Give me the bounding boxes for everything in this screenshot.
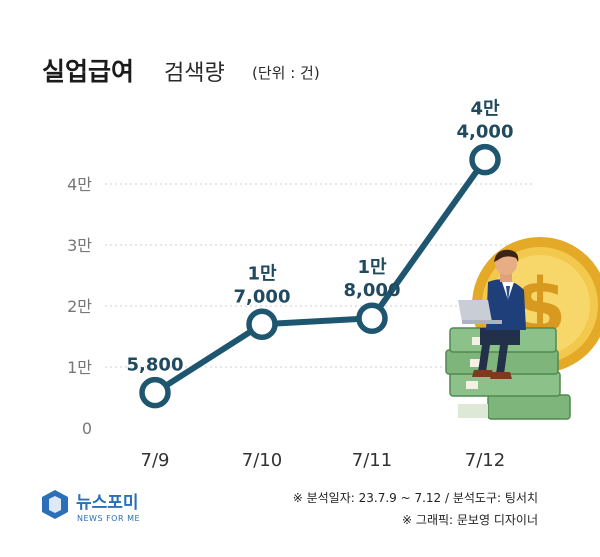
x-tick-label: 7/12	[465, 450, 505, 471]
data-label: 7,000	[234, 286, 291, 307]
y-tick-label: 1만	[67, 358, 92, 377]
x-axis-ticks: 7/9 7/10 7/11 7/12	[141, 450, 506, 471]
title-rest: 검색량	[164, 61, 225, 86]
chart-title: 실업급여 검색량 (단위 : 건)	[42, 57, 320, 86]
data-points	[139, 143, 501, 409]
money-stack-icon	[445, 327, 571, 420]
data-point	[246, 308, 278, 341]
data-label: 4,000	[457, 122, 514, 143]
logo: 뉴스포미 NEWS FOR ME	[42, 490, 140, 523]
footnote-analysis: ※ 분석일자: 23.7.9 ~ 7.12 / 분석도구: 팅서치	[293, 491, 538, 505]
businessman-money-illustration: $	[445, 237, 600, 420]
data-label: 1만	[247, 263, 277, 284]
data-point	[139, 376, 171, 409]
y-tick-label: 2만	[67, 297, 92, 316]
data-point	[469, 143, 501, 176]
footnote-graphic: ※ 그래픽: 문보영 디자이너	[402, 513, 538, 527]
title-bold: 실업급여	[42, 57, 134, 86]
y-tick-label: 3만	[67, 236, 92, 255]
x-tick-label: 7/10	[242, 450, 282, 471]
data-label: 5,800	[127, 355, 184, 376]
logo-subtext: NEWS FOR ME	[77, 514, 140, 523]
y-axis-ticks: 0 1만 2만 3만 4만	[67, 175, 92, 438]
data-label: 4만	[470, 99, 500, 120]
businessman-icon	[458, 249, 526, 379]
data-label: 8,000	[344, 280, 401, 301]
logo-text: 뉴스포미	[76, 493, 139, 513]
gridlines	[105, 183, 535, 368]
series-line	[152, 156, 488, 396]
x-tick-label: 7/11	[352, 450, 392, 471]
data-label: 1만	[357, 257, 387, 278]
data-point	[356, 302, 388, 334]
title-unit: (단위 : 건)	[252, 64, 320, 82]
x-tick-label: 7/9	[141, 450, 170, 471]
y-tick-label: 0	[82, 419, 92, 438]
y-tick-label: 4만	[67, 175, 92, 194]
